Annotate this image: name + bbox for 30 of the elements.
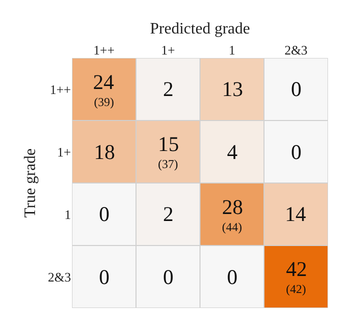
x-axis-title: Predicted grade — [150, 20, 250, 38]
data-label: 2 — [163, 77, 174, 101]
data-label: 42 — [286, 257, 307, 281]
y-tick-label: 1+ — [57, 144, 71, 160]
data-label: 28 — [222, 195, 243, 219]
x-tick-label: 1+ — [161, 42, 175, 58]
data-label: 14 — [285, 202, 306, 226]
data-label: 0 — [291, 77, 302, 101]
data-label: 2 — [163, 202, 174, 226]
data-label: 0 — [291, 140, 302, 164]
y-tick-label: 2&3 — [48, 269, 71, 284]
annotation: (44) — [222, 220, 242, 234]
x-tick-label: 2&3 — [284, 42, 308, 58]
y-tick-label: 1++ — [50, 82, 71, 97]
data-label: 15 — [158, 132, 179, 156]
y-axis-title: True grade — [22, 148, 39, 218]
data-label: 24 — [93, 70, 114, 94]
data-label: 0 — [227, 265, 238, 289]
data-label: 0 — [99, 202, 110, 226]
data-label: 0 — [99, 265, 110, 289]
annotation: (39) — [94, 95, 114, 109]
x-tick-label: 1++ — [93, 42, 115, 58]
y-tick-label: 1 — [64, 206, 71, 222]
x-tick-label: 1 — [228, 42, 236, 58]
annotation: (42) — [286, 282, 306, 296]
annotation: (37) — [158, 157, 178, 171]
data-label: 0 — [163, 265, 174, 289]
data-label: 13 — [222, 77, 243, 101]
data-label: 18 — [94, 140, 115, 164]
data-label: 4 — [227, 140, 238, 164]
